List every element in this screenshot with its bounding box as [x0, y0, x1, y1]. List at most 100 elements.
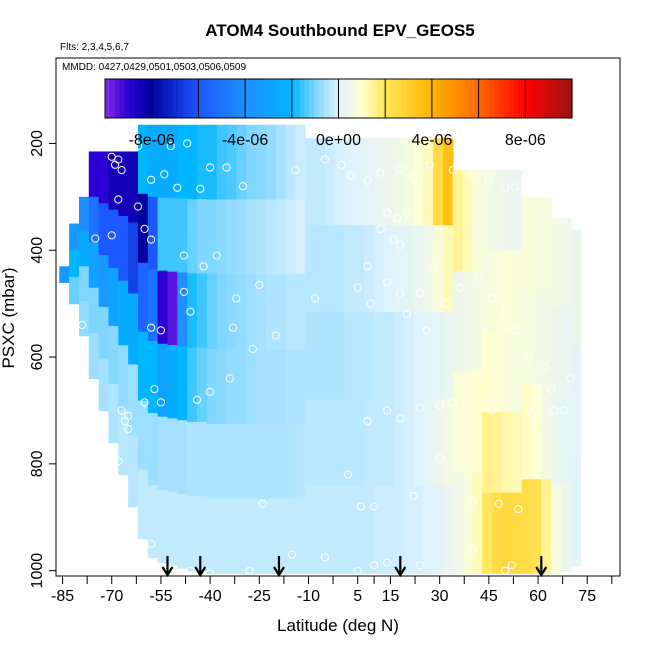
- colorbar-swatch: [557, 79, 563, 118]
- observation-point: [114, 195, 123, 204]
- heatmap-cell-8-1: [137, 193, 149, 264]
- observation-point: [91, 234, 100, 243]
- colorbar-swatch: [168, 79, 174, 118]
- heatmap-cell-7-0: [128, 151, 139, 224]
- heatmap-cell-15-2: [206, 274, 218, 350]
- heatmap-cell-46-0: [511, 170, 523, 252]
- heatmap-cell-45-4: [501, 492, 513, 574]
- observation-point: [74, 158, 84, 167]
- colorbar-tick-label: -4e-06: [222, 132, 268, 149]
- heatmap-cell-41-1: [462, 270, 474, 373]
- colorbar-swatch: [426, 79, 432, 118]
- x-tick-label: -40: [199, 588, 222, 605]
- heatmap-cell-42-0: [472, 170, 483, 272]
- observation-point: [409, 491, 418, 500]
- colorbar-swatch: [542, 79, 549, 118]
- heatmap-cell-46-4: [511, 492, 523, 574]
- colorbar-swatch: [460, 79, 466, 118]
- colorbar-swatch: [246, 79, 252, 118]
- colorbar-swatch: [377, 79, 383, 118]
- heatmap-cell-29-1: [344, 225, 355, 313]
- observation-point: [383, 278, 392, 287]
- heatmap-cell-47-0: [521, 196, 533, 292]
- heatmap-cell-6-1: [118, 216, 129, 282]
- observation-point: [415, 561, 425, 570]
- observation-point: [166, 142, 175, 151]
- heatmap-cell-3-2: [88, 242, 100, 289]
- heatmap-cell-51-3: [560, 482, 572, 572]
- heatmap-cell-3-0: [88, 151, 100, 198]
- heatmap-cell-32-2: [374, 312, 385, 400]
- heatmap-cell-39-3: [442, 399, 454, 487]
- heatmap-cell-8-2: [137, 262, 149, 333]
- observation-point: [120, 561, 130, 570]
- observation-point: [245, 566, 254, 575]
- observation-point: [488, 406, 497, 415]
- heatmap-cell-49-1: [541, 290, 552, 386]
- colorbar-swatch: [182, 79, 189, 118]
- colorbar-swatch: [192, 79, 199, 118]
- observation-point: [415, 403, 425, 412]
- observation-point: [114, 155, 123, 164]
- heatmap-cell-36-1: [413, 225, 424, 313]
- heatmap-cell-44-0: [492, 170, 503, 252]
- observation-point: [255, 280, 264, 290]
- y-tick-label: 400: [29, 237, 46, 264]
- observation-point: [560, 406, 569, 415]
- heatmap-cell-12-1: [177, 198, 188, 274]
- observation-point: [107, 231, 116, 240]
- heatmap-cell-13-4: [187, 422, 198, 497]
- observation-point: [370, 502, 379, 511]
- colorbar-swatch: [367, 79, 374, 118]
- heatmap-cell-40-1: [452, 270, 464, 373]
- observation-point: [140, 398, 149, 407]
- heatmap-cell-8-4: [137, 400, 149, 471]
- heatmap-cell-36-3: [413, 399, 424, 487]
- heatmap-cell-26-3: [315, 399, 326, 487]
- colorbar-tick-label: -8e-06: [129, 132, 175, 149]
- heatmap-cell-45-2: [501, 331, 513, 413]
- colorbar-swatch: [105, 79, 111, 118]
- colorbar-swatch: [464, 79, 471, 118]
- heatmap-cell-23-0: [285, 124, 296, 201]
- colorbar-swatch: [202, 79, 208, 118]
- observation-point: [550, 406, 559, 415]
- heatmap-cell-36-2: [413, 312, 424, 400]
- observation-point: [238, 182, 247, 191]
- heatmap-cell-16-5: [216, 498, 228, 574]
- flight-arrow: [273, 556, 285, 578]
- heatmap-cell-40-3: [452, 472, 464, 574]
- observation-point: [78, 320, 87, 330]
- heatmap-cell-24-5: [295, 498, 306, 574]
- observation-point: [501, 566, 510, 575]
- colorbar-frame: [104, 78, 573, 119]
- heatmap-cell-14-0: [197, 124, 208, 200]
- heatmap-cell-30-3: [354, 399, 365, 487]
- heatmap-cell-17-1: [226, 199, 237, 275]
- heatmap-cell-39-4: [442, 486, 454, 574]
- x-axis-label: Latitude (deg N): [277, 616, 399, 635]
- heatmap-cell-12-3: [177, 346, 188, 421]
- observation-point: [383, 208, 392, 217]
- heatmap-cell-48-2: [531, 385, 542, 480]
- colorbar-swatch: [158, 79, 164, 118]
- colorbar-swatch: [207, 79, 213, 118]
- observation-point: [186, 566, 195, 575]
- heatmap-cell-48-0: [531, 196, 542, 292]
- observation-point: [402, 310, 411, 319]
- observation-point: [484, 176, 493, 185]
- observation-point: [507, 561, 516, 570]
- heatmap-cell-23-4: [285, 423, 296, 500]
- heatmap-cell-46-2: [511, 331, 523, 413]
- flight-arrow: [535, 556, 548, 578]
- heatmap-cell-6-4: [118, 409, 129, 476]
- heatmap-cell-37-3: [423, 399, 434, 487]
- heatmap-cell-1-0: [69, 223, 80, 251]
- heatmap-cell-23-5: [285, 498, 296, 574]
- flight-arrow: [394, 556, 407, 578]
- colorbar-swatch: [343, 79, 349, 118]
- colorbar-swatch: [421, 79, 427, 118]
- observation-point: [147, 539, 156, 549]
- observation-point: [468, 545, 477, 554]
- colorbar-swatch: [314, 79, 320, 118]
